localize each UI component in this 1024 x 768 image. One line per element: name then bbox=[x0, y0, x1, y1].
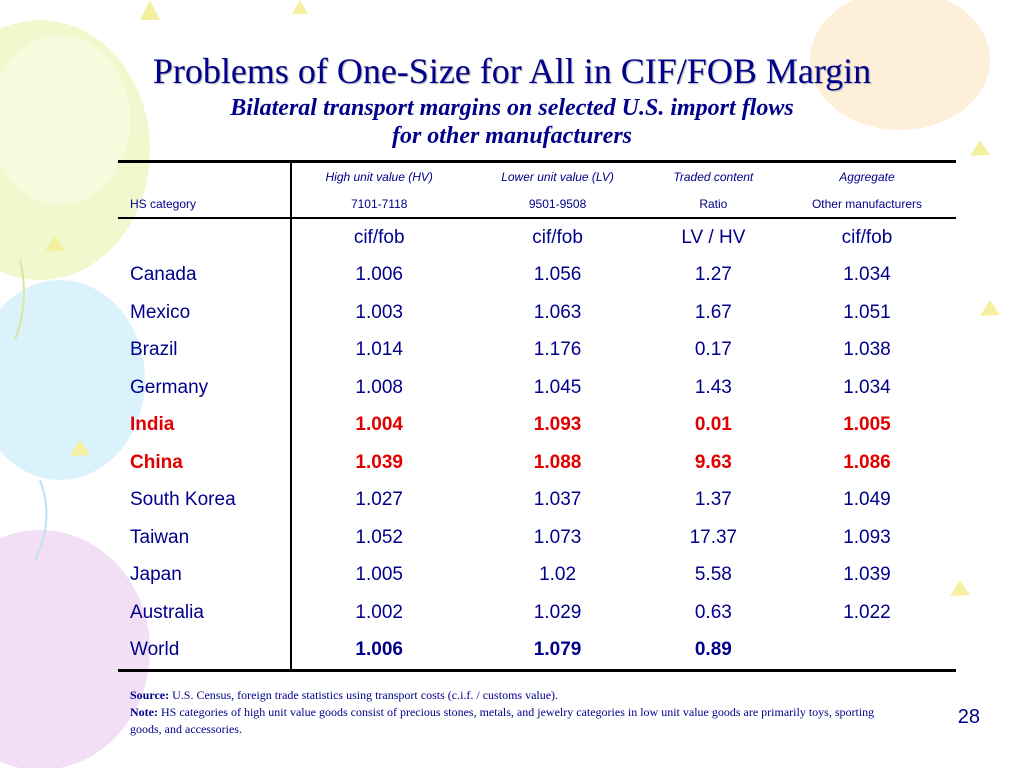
lv-cell: 1.079 bbox=[466, 631, 649, 672]
hv-cell: 1.002 bbox=[355, 601, 403, 623]
hv-cell: 1.006 bbox=[291, 631, 467, 672]
header-row-2: HS category 7101-7118 9501-9508 Ratio Ot… bbox=[118, 191, 956, 219]
ratio-cell: 1.27 bbox=[694, 264, 732, 286]
aggregate-cell: 1.051 bbox=[843, 301, 891, 323]
aggregate-cell: 1.049 bbox=[843, 489, 891, 511]
subtitle-line-1: Bilateral transport margins on selected … bbox=[230, 95, 794, 121]
transport-margins-table: High unit value (HV) Lower unit value (L… bbox=[118, 160, 956, 672]
page-subtitle: Bilateral transport margins on selected … bbox=[0, 94, 1024, 150]
hv-cell: 1.052 bbox=[355, 526, 403, 548]
ratio-cell: 1.37 bbox=[694, 489, 732, 511]
lv-cell: 1.037 bbox=[533, 489, 582, 511]
hv-cell: 1.004 bbox=[355, 414, 403, 436]
hv-cell: 1.039 bbox=[355, 451, 403, 473]
table-row-highlighted: India 1.004 1.093 0.01 1.005 bbox=[118, 406, 956, 444]
ratio-cell: 1.43 bbox=[694, 376, 732, 398]
header-cell: 9501-9508 bbox=[466, 191, 649, 219]
footnotes: Source: U.S. Census, foreign trade stati… bbox=[130, 687, 890, 738]
header-cell: 7101-7118 bbox=[291, 191, 467, 219]
hv-cell: 1.003 bbox=[355, 301, 403, 323]
unit-cell bbox=[118, 218, 292, 257]
header-cell: Aggregate bbox=[777, 160, 956, 191]
country-cell: Canada bbox=[118, 256, 292, 294]
table-row: Taiwan 1.052 1.073 17.37 1.093 bbox=[118, 519, 956, 557]
lv-cell: 1.176 bbox=[533, 339, 582, 361]
lv-cell: 1.088 bbox=[533, 451, 582, 473]
country-cell: South Korea bbox=[118, 481, 292, 519]
ratio-cell: 5.58 bbox=[694, 564, 732, 586]
source-label: Source: bbox=[130, 688, 170, 702]
lv-cell: 1.045 bbox=[533, 376, 582, 398]
hv-cell: 1.006 bbox=[355, 264, 403, 286]
hv-cell: 1.008 bbox=[355, 376, 403, 398]
unit-cell: LV / HV bbox=[681, 226, 746, 248]
aggregate-cell: 1.005 bbox=[843, 414, 891, 436]
note-label: Note: bbox=[130, 705, 158, 719]
aggregate-cell: 1.034 bbox=[843, 264, 891, 286]
country-cell: Brazil bbox=[118, 331, 292, 369]
header-cell: High unit value (HV) bbox=[291, 160, 467, 191]
header-cell: HS category bbox=[118, 191, 292, 219]
aggregate-cell: 1.093 bbox=[843, 526, 891, 548]
country-cell: India bbox=[118, 406, 292, 444]
aggregate-cell: 1.022 bbox=[843, 601, 891, 623]
aggregate-cell: 1.039 bbox=[843, 564, 891, 586]
lv-cell: 1.073 bbox=[533, 526, 582, 548]
ratio-cell: 0.89 bbox=[648, 631, 778, 672]
lv-cell: 1.056 bbox=[533, 264, 582, 286]
note: Note: HS categories of high unit value g… bbox=[130, 704, 890, 738]
country-cell: Japan bbox=[118, 556, 292, 594]
ratio-cell: 0.01 bbox=[694, 414, 732, 436]
header-cell: Lower unit value (LV) bbox=[466, 160, 649, 191]
table-row: Japan 1.005 1.02 5.58 1.039 bbox=[118, 556, 956, 594]
page-title: Problems of One-Size for All in CIF/FOB … bbox=[152, 51, 872, 91]
aggregate-cell: 1.034 bbox=[843, 376, 891, 398]
country-cell: Taiwan bbox=[118, 519, 292, 557]
aggregate-cell bbox=[777, 631, 956, 672]
table-row-total: World 1.006 1.079 0.89 bbox=[118, 631, 956, 672]
hv-cell: 1.014 bbox=[355, 339, 403, 361]
source-note: Source: U.S. Census, foreign trade stati… bbox=[130, 687, 890, 704]
table-row: Australia 1.002 1.029 0.63 1.022 bbox=[118, 594, 956, 632]
table-row: Brazil 1.014 1.176 0.17 1.038 bbox=[118, 331, 956, 369]
ratio-cell: 17.37 bbox=[689, 526, 738, 548]
country-cell: Australia bbox=[118, 594, 292, 632]
header-cell: Ratio bbox=[648, 191, 778, 219]
table-row: Germany 1.008 1.045 1.43 1.034 bbox=[118, 369, 956, 407]
source-text: U.S. Census, foreign trade statistics us… bbox=[172, 688, 559, 702]
lv-cell: 1.093 bbox=[533, 414, 582, 436]
header-cell bbox=[118, 160, 292, 191]
ratio-cell: 0.63 bbox=[694, 601, 732, 623]
unit-cell: cif/fob bbox=[841, 226, 893, 248]
country-cell: Mexico bbox=[118, 294, 292, 332]
header-cell: Traded content bbox=[648, 160, 778, 191]
table-row: South Korea 1.027 1.037 1.37 1.049 bbox=[118, 481, 956, 519]
ratio-cell: 9.63 bbox=[694, 451, 732, 473]
units-row: cif/fob cif/fob LV / HV cif/fob bbox=[118, 218, 956, 257]
table-row-highlighted: China 1.039 1.088 9.63 1.086 bbox=[118, 444, 956, 482]
table-row: Mexico 1.003 1.063 1.67 1.051 bbox=[118, 294, 956, 332]
subtitle-line-2: for other manufacturers bbox=[391, 123, 633, 149]
aggregate-cell: 1.086 bbox=[843, 451, 891, 473]
note-text: HS categories of high unit value goods c… bbox=[130, 705, 875, 736]
header-cell: Other manufacturers bbox=[777, 191, 956, 219]
table-row: Canada 1.006 1.056 1.27 1.034 bbox=[118, 256, 956, 294]
country-cell: Germany bbox=[118, 369, 292, 407]
lv-cell: 1.063 bbox=[533, 301, 582, 323]
header-row-1: High unit value (HV) Lower unit value (L… bbox=[118, 160, 956, 191]
country-cell: China bbox=[118, 444, 292, 482]
lv-cell: 1.029 bbox=[533, 601, 582, 623]
unit-cell: cif/fob bbox=[532, 226, 583, 248]
hv-cell: 1.027 bbox=[355, 489, 403, 511]
lv-cell: 1.02 bbox=[539, 564, 577, 586]
aggregate-cell: 1.038 bbox=[843, 339, 891, 361]
unit-cell: cif/fob bbox=[353, 226, 405, 248]
ratio-cell: 0.17 bbox=[694, 339, 732, 361]
country-cell: World bbox=[118, 631, 292, 672]
ratio-cell: 1.67 bbox=[694, 301, 732, 323]
hv-cell: 1.005 bbox=[355, 564, 403, 586]
page-number: 28 bbox=[957, 706, 980, 728]
